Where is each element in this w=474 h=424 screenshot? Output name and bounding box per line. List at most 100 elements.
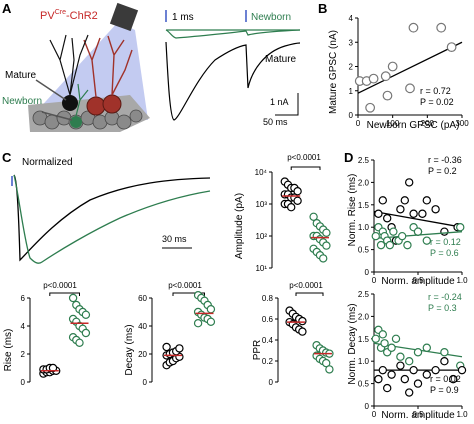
y-tick-label: 40 xyxy=(138,322,147,331)
y-tick-label: 10² xyxy=(255,232,267,241)
pipette-mature xyxy=(35,79,67,101)
y-tick-label: 3 xyxy=(349,38,354,47)
data-point xyxy=(382,90,393,101)
amp-p-label: p<0.0001 xyxy=(287,153,321,162)
y-tick-label: 2.5 xyxy=(358,290,370,299)
mature-point xyxy=(431,365,440,375)
decay-ylabel: Decay (ms) xyxy=(124,324,135,375)
rise-ylabel: Rise (ms) xyxy=(3,329,14,372)
mature-point xyxy=(405,178,414,187)
data-point xyxy=(387,61,398,72)
y-tick-label: 0.2 xyxy=(262,357,274,366)
y-tick-label: 60 xyxy=(138,294,147,303)
mature-point xyxy=(431,205,440,214)
y-tick-label: 0 xyxy=(269,378,274,387)
newborn-point xyxy=(389,227,398,236)
y-tick-label: 10¹ xyxy=(255,264,267,273)
newborn-point xyxy=(325,365,334,374)
mature-fit-line xyxy=(373,210,463,228)
top-r-black: r = -0.36 xyxy=(428,155,462,165)
mature-point xyxy=(418,209,427,218)
pipette-newborn xyxy=(41,111,73,121)
y-tick-label: 6 xyxy=(21,294,26,303)
trace-mature-label: Mature xyxy=(265,54,297,65)
panel-c-letter: C xyxy=(2,150,12,165)
newborn-point xyxy=(403,240,412,250)
amplitude-plot: 10⁴ 10³ 10² 10¹ xyxy=(255,166,331,273)
newborn-point xyxy=(456,222,465,232)
y-tick-label: 2 xyxy=(21,350,26,359)
panel-c: C Normalized 30 ms 10⁴ 10³ 10² 10¹ Amplitud… xyxy=(2,150,334,387)
x-tick-label: 0.5 xyxy=(412,276,424,285)
top-p-black: P = 0.2 xyxy=(428,166,457,176)
y-tick-label: 0 xyxy=(349,111,354,120)
y-tick-label: 2.5 xyxy=(358,156,370,165)
y-tick-label: 0.5 xyxy=(358,246,370,255)
y-tick-label: 0 xyxy=(365,268,370,277)
data-point xyxy=(405,83,415,94)
normalized-label: Normalized xyxy=(22,157,73,168)
y-tick-label: 10⁴ xyxy=(255,168,268,177)
x-tick-label: 1.0 xyxy=(456,276,468,285)
newborn-point xyxy=(413,348,423,357)
mature-point xyxy=(400,374,409,384)
newborn-point xyxy=(81,310,91,319)
panel-b-p: P = 0.02 xyxy=(420,97,454,107)
mature-trace xyxy=(165,41,301,121)
y-tick-label: 2.0 xyxy=(358,178,370,187)
newborn-point xyxy=(387,343,396,352)
top-r-green: r = 0.12 xyxy=(430,237,461,247)
newborn-point xyxy=(75,338,84,347)
mature-point xyxy=(409,209,418,218)
mature-point xyxy=(162,342,171,352)
x-tick-label: 300 xyxy=(455,119,469,128)
y-tick-label: 0 xyxy=(365,402,370,411)
mature-point xyxy=(396,205,405,214)
panel-a: A PVCre-ChR2 xyxy=(2,1,301,132)
y-tick-label: 4 xyxy=(349,14,354,23)
mature-point xyxy=(413,379,423,388)
mature-point xyxy=(287,202,296,212)
mature-point xyxy=(396,361,405,370)
newborn-point xyxy=(371,334,380,343)
mature-point xyxy=(48,363,58,373)
significance-bar xyxy=(295,292,324,296)
newborn-point xyxy=(371,231,380,241)
y-tick-label: 1.0 xyxy=(358,223,370,232)
newborn-label: Newborn xyxy=(2,96,42,107)
y-tick-label: 10³ xyxy=(255,200,267,209)
scale-bar xyxy=(275,93,299,116)
x-tick-label: 0 xyxy=(356,119,361,128)
mature-label: Mature xyxy=(5,70,37,81)
y-tick-label: 1.5 xyxy=(358,335,370,344)
newborn-point xyxy=(413,227,423,236)
newborn-point xyxy=(322,228,331,237)
panel-b-plot: 0 100 200 300 0 1 2 3 4 xyxy=(349,14,470,128)
newborn-point xyxy=(380,339,389,348)
bot-p-black: P = 0.9 xyxy=(430,385,459,395)
mature-point xyxy=(422,370,431,379)
newborn-trace xyxy=(165,29,301,39)
ppr-ylabel: PPR xyxy=(252,340,263,361)
data-point xyxy=(380,71,391,82)
mature-point xyxy=(293,196,302,205)
amplitude-ylabel: Amplitude (pA) xyxy=(234,193,245,259)
newborn-point xyxy=(391,334,401,343)
mature-point xyxy=(440,357,449,366)
norm-decay-xlabel: Norm. amplitude xyxy=(381,410,455,421)
mature-point xyxy=(409,365,418,375)
norm-rise-ylabel: Norm. Rise (ms) xyxy=(347,174,358,247)
trace-time-label: 1 ms xyxy=(172,12,194,23)
mature-point xyxy=(383,383,392,393)
newborn-point xyxy=(397,231,407,241)
data-point xyxy=(408,22,419,33)
norm-rise-xlabel: Norm. amplitude xyxy=(381,276,455,287)
x-tick-label: 0.5 xyxy=(412,410,424,419)
x-tick-label: 200 xyxy=(421,119,435,128)
panel-b-ylabel: Mature GPSC (nA) xyxy=(328,30,339,114)
norm-decay-ylabel: Norm. Decay (ms) xyxy=(347,303,358,384)
x-tick-label: 1.0 xyxy=(456,410,468,419)
trace-scale-label: 30 ms xyxy=(162,234,187,244)
optic-fiber-icon xyxy=(109,2,139,32)
